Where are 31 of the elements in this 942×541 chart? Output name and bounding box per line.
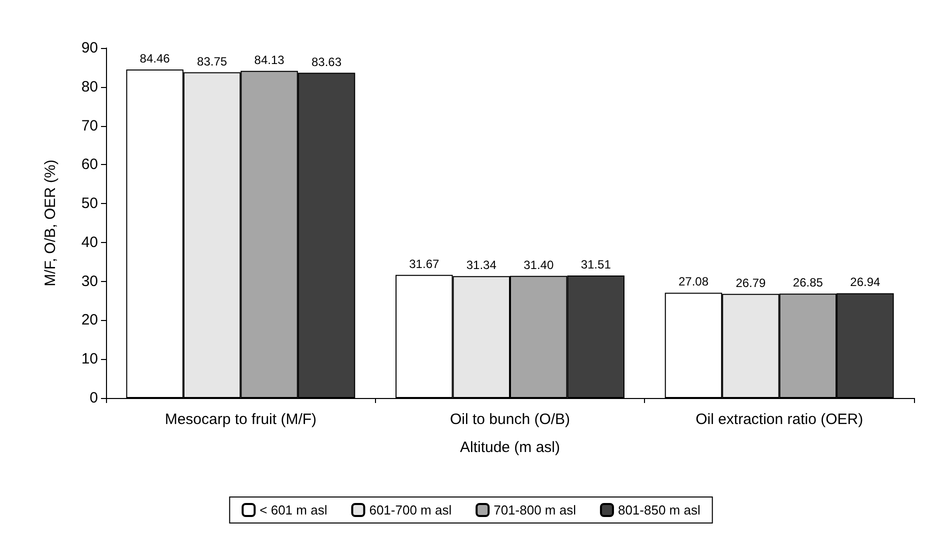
text: 84.46 (140, 52, 170, 66)
y-tick-label: 20 (81, 312, 98, 329)
y-tick-label: 30 (81, 272, 98, 290)
legend-label: 801-850 m asl (618, 502, 700, 518)
y-axis-title: M/F, O/B, OER (%) (42, 160, 59, 286)
x-tick-label: Mesocarp to fruit (M/F) (164, 411, 317, 428)
legend-label: < 601 m asl (260, 502, 328, 518)
y-tick-label: 80 (81, 78, 98, 96)
legend-label: 701-800 m asl (494, 502, 576, 518)
text: 83.63 (312, 54, 342, 69)
y-tick-label: 0 (90, 390, 98, 406)
text: 31.34 (466, 258, 496, 272)
text: 27.08 (678, 274, 708, 289)
text: 84.13 (254, 52, 284, 67)
x-tick-label: Oil extraction ratio (OER) (696, 411, 864, 428)
y-tick-label: 90 (81, 40, 98, 56)
text: 26.79 (736, 276, 766, 290)
text: 31.51 (580, 257, 611, 272)
y-tick-label: 70 (81, 117, 98, 134)
text: 83.75 (197, 54, 228, 68)
x-axis-title: Altitude (m asl) (460, 439, 560, 456)
legend-label: 601-700 m asl (369, 502, 452, 518)
y-tick-label: 50 (81, 195, 98, 212)
text: 26.85 (792, 276, 823, 290)
text: 31.40 (524, 258, 554, 272)
text: 31.67 (409, 256, 440, 271)
y-tick-label: 10 (81, 350, 98, 368)
y-tick-label: 60 (81, 156, 98, 174)
text: 26.94 (850, 275, 880, 290)
x-tick-label: Oil to bunch (O/B) (450, 411, 570, 428)
y-tick-label: 40 (81, 234, 98, 251)
